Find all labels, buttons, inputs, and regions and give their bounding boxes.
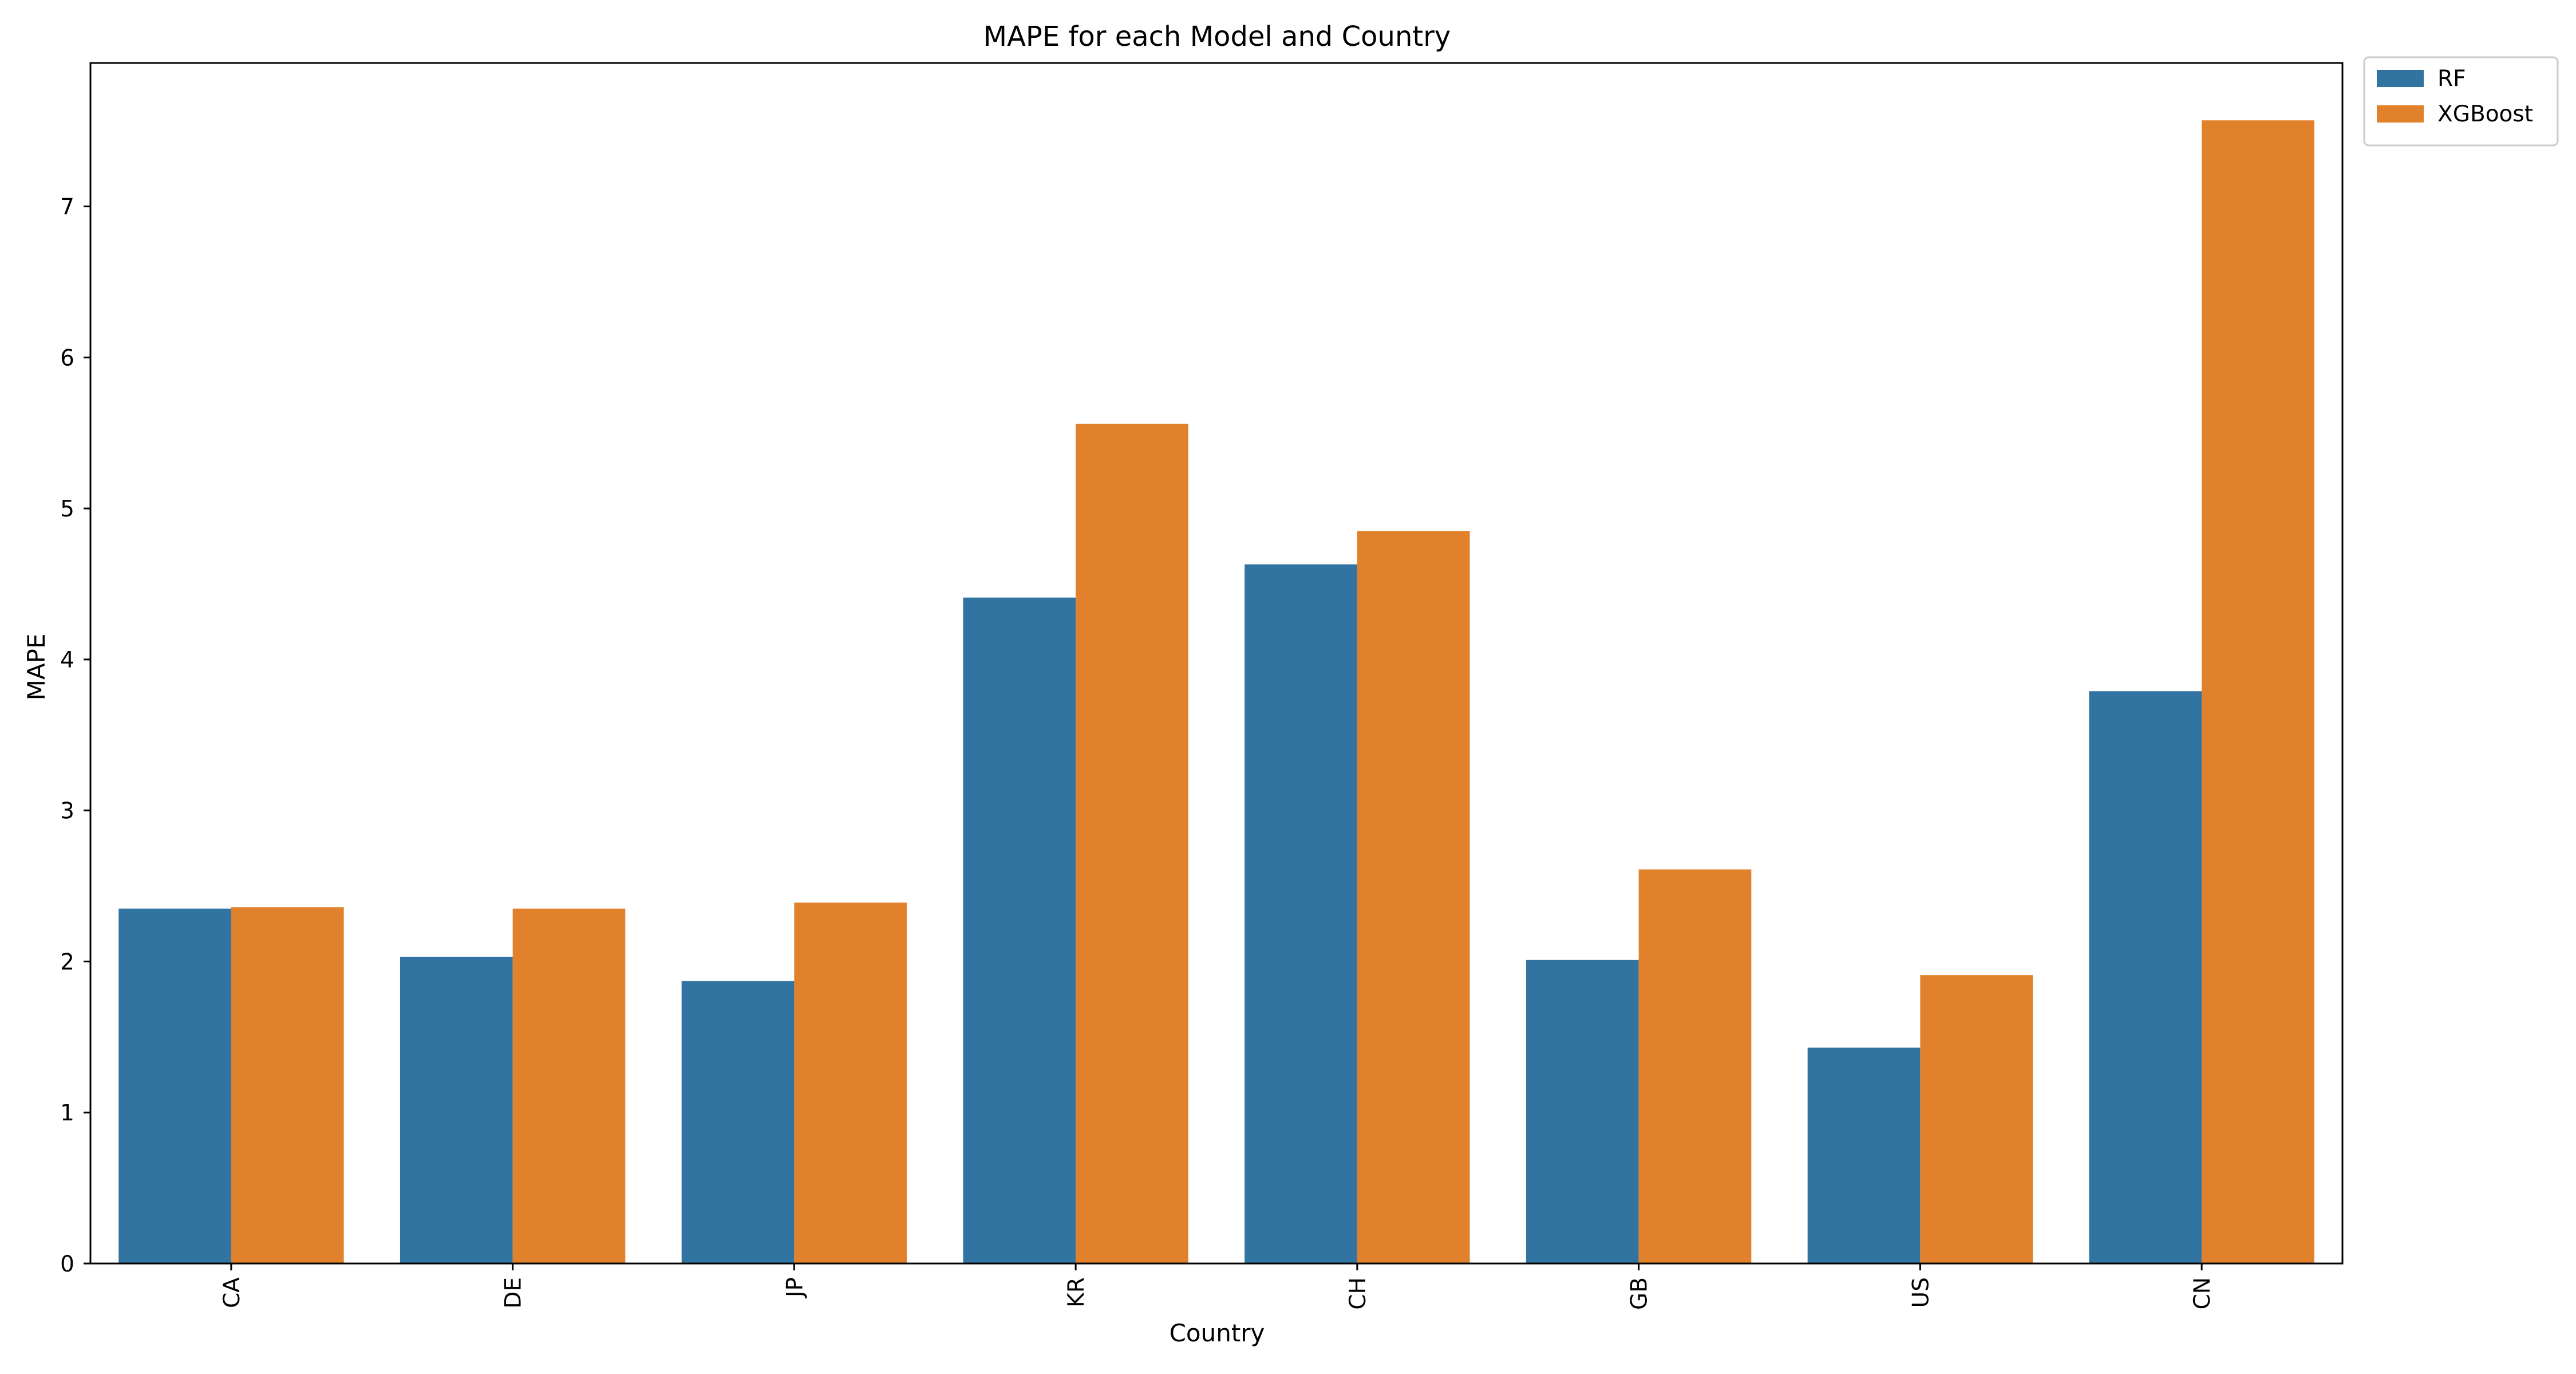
bar-xgboost-jp (794, 902, 907, 1264)
y-tick-label: 1 (60, 1100, 74, 1126)
bar-xgboost-ch (1357, 531, 1470, 1264)
bar-xgboost-us (1920, 975, 2033, 1264)
x-tick-label: CA (219, 1277, 245, 1308)
bar-rf-gb (1526, 960, 1639, 1264)
legend-swatch-rf (2377, 70, 2424, 87)
bar-rf-us (1807, 1047, 1921, 1264)
plot-frame (89, 62, 2344, 1265)
x-axis: CA DE JP KR CH GB US CN (219, 1264, 2215, 1310)
bar-rf-cn (2089, 691, 2202, 1264)
legend-label-xgboost: XGBoost (2437, 101, 2533, 127)
legend: RF XGBoost (2363, 56, 2559, 147)
x-tick-label: DE (501, 1277, 527, 1309)
x-tick-label: CN (2190, 1277, 2215, 1309)
y-tick-label: 3 (60, 799, 74, 824)
x-tick-label: KR (1064, 1277, 1089, 1308)
x-tick-label: GB (1627, 1277, 1653, 1310)
legend-label-rf: RF (2437, 66, 2466, 92)
bar-xgboost-de (512, 909, 626, 1264)
bar-rf-ca (118, 909, 231, 1264)
bar-xgboost-gb (1638, 869, 1752, 1264)
legend-swatch-xgboost (2377, 105, 2424, 123)
y-tick-label: 7 (60, 195, 74, 220)
y-tick-label: 0 (60, 1251, 74, 1277)
chart-title: MAPE for each Model and Country (983, 21, 1451, 53)
bar-xgboost-ca (231, 907, 344, 1264)
y-tick-label: 6 (60, 345, 74, 371)
y-tick-label: 2 (60, 949, 74, 975)
bar-rf-jp (681, 981, 795, 1264)
bar-xgboost-kr (1076, 424, 1188, 1264)
bar-rf-kr (963, 597, 1076, 1264)
x-tick-label: CH (1345, 1277, 1371, 1310)
y-axis: 0 1 2 3 4 5 6 7 (60, 195, 90, 1277)
plot-area (89, 62, 2344, 1265)
y-tick-label: 4 (60, 647, 74, 673)
x-tick-label: JP (782, 1277, 808, 1299)
bar-rf-de (400, 957, 513, 1264)
bar-xgboost-cn (2202, 120, 2314, 1264)
y-tick-label: 5 (60, 496, 74, 522)
bar-rf-ch (1244, 564, 1357, 1264)
x-tick-label: US (1908, 1277, 1934, 1308)
y-axis-label: MAPE (22, 634, 50, 701)
x-axis-label: Country (1170, 1319, 1265, 1347)
